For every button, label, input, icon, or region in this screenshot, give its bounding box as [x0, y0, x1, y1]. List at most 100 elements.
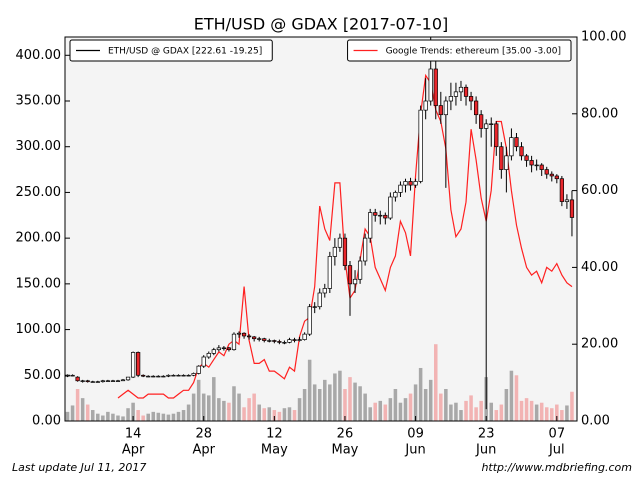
volume-bar [161, 413, 166, 421]
volume-bar [247, 398, 251, 421]
x-tick-sublabel: Jun [404, 443, 425, 458]
candle-body [463, 86, 469, 97]
candle-body [453, 91, 459, 97]
footer-right: http://www.mdbriefing.com [481, 461, 632, 474]
candle-body [125, 376, 131, 381]
x-tick-sublabel: Apr [122, 443, 145, 458]
volume-bar [262, 408, 267, 421]
y-tick-label: 100.00 [16, 322, 62, 337]
candle-body [363, 237, 368, 262]
candle-body [569, 199, 575, 218]
y-tick-label: 250.00 [16, 185, 62, 200]
candle-body [297, 339, 302, 341]
volume-bar [212, 377, 216, 421]
volume-bar [550, 408, 554, 421]
candle-body [423, 100, 428, 111]
volume-bar [418, 367, 423, 421]
plot-background [65, 37, 577, 421]
x-tick-sublabel: Jun [475, 443, 496, 458]
candle-body [327, 256, 332, 289]
volume-bar [539, 402, 544, 421]
volume-bar [570, 391, 574, 421]
volume-bar [479, 400, 483, 421]
volume-bar [176, 411, 181, 421]
candle-body [564, 199, 570, 202]
volume-bar [428, 379, 433, 421]
volume-bar [151, 411, 156, 421]
candle-body [428, 68, 433, 102]
candle-body [544, 169, 549, 175]
volume-bar [449, 404, 453, 421]
candle-body [196, 365, 201, 374]
volume-bar [444, 389, 448, 421]
candle-body [307, 306, 312, 335]
volume-bar [499, 404, 504, 421]
volume-bar [141, 415, 145, 421]
candle-body [458, 86, 464, 93]
candle-body [302, 333, 307, 340]
volume-bar [101, 415, 105, 421]
candle-body [312, 306, 317, 308]
volume-bar [307, 359, 312, 421]
x-tick-sublabel: May [332, 443, 359, 458]
volume-bar [156, 412, 161, 421]
volume-bar [75, 389, 80, 421]
volume-bar [403, 398, 408, 421]
candle-body [201, 356, 206, 367]
y-tick-label: 400.00 [16, 48, 62, 63]
candle-body [499, 146, 504, 170]
volume-bar [504, 389, 509, 421]
x-tick-label: 14 [125, 427, 142, 442]
volume-bar [85, 404, 90, 421]
volume-bar [237, 393, 241, 421]
legend-box [69, 39, 273, 62]
volume-bar [529, 400, 534, 421]
candle-body [438, 105, 443, 116]
candle-body [468, 96, 474, 102]
legend-label: Google Trends: ethereum [35.00 -3.00] [386, 47, 561, 57]
volume-bar [524, 398, 529, 421]
y2-tick-label: 100.00 [581, 30, 627, 45]
volume-bar [302, 389, 307, 421]
candle-body [226, 347, 232, 351]
candle-body [418, 109, 423, 182]
candle-body [247, 335, 252, 338]
volume-bar [121, 416, 125, 421]
volume-bar [80, 398, 85, 421]
y-tick-label: 200.00 [16, 231, 62, 246]
volume-bar [111, 413, 115, 421]
chart-title: ETH/USD @ GDAX [2017-07-10] [194, 15, 449, 34]
y-tick-label: 0.00 [32, 414, 61, 429]
candle-body [368, 212, 373, 239]
candle-body [146, 375, 151, 378]
volume-bar [323, 379, 327, 421]
x-tick-sublabel: Apr [192, 443, 215, 458]
volume-bar [423, 389, 428, 421]
candle-body [287, 339, 292, 343]
candle-body [257, 338, 262, 340]
volume-bar [358, 386, 362, 421]
candle-body [433, 68, 438, 106]
volume-bar [408, 393, 413, 421]
candle-body [186, 374, 191, 377]
candle-body [231, 333, 237, 351]
y-tick-label: 350.00 [16, 94, 62, 109]
volume-bar [353, 382, 357, 421]
candle-body [216, 347, 221, 351]
candle-body [166, 374, 171, 377]
volume-bar [474, 407, 478, 421]
candle-body [282, 342, 287, 344]
volume-bar [454, 402, 458, 421]
candle-body [413, 181, 418, 186]
candle-body [403, 181, 408, 186]
candle-body [549, 173, 554, 177]
volume-bar [328, 384, 332, 421]
volume-bar [191, 393, 196, 421]
volume-bar [131, 402, 135, 421]
x-tick-sublabel: May [261, 443, 288, 458]
candle-body [75, 376, 80, 382]
candle-body [90, 381, 95, 383]
volume-bar [206, 395, 211, 421]
